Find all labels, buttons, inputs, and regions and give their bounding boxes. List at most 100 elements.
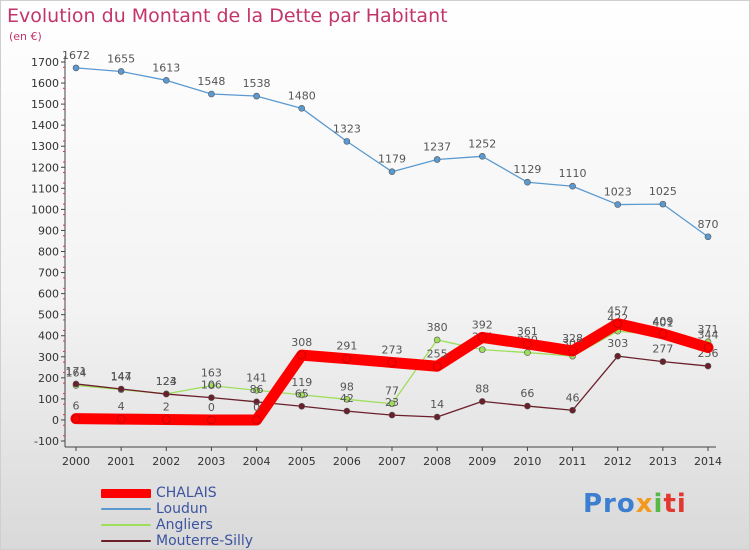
legend-item: Angliers [101, 517, 401, 533]
legend-label: Mouterre-Silly [156, 533, 254, 549]
data-point [433, 156, 441, 163]
data-label: 344 [698, 329, 719, 342]
data-point [298, 402, 306, 410]
data-point [659, 358, 667, 365]
data-point [433, 336, 441, 344]
x-tick-label: 2005 [288, 455, 316, 468]
data-point [343, 138, 351, 145]
data-label: 119 [291, 376, 312, 389]
data-point [72, 64, 80, 72]
data-point [524, 178, 531, 186]
data-label: 308 [291, 336, 312, 349]
data-label: 1179 [378, 153, 406, 166]
data-point [253, 398, 260, 406]
data-point [161, 415, 171, 424]
data-label: 65 [295, 387, 309, 400]
y-tick-label: 1300 [31, 140, 59, 153]
data-label: 1548 [197, 75, 225, 88]
data-label: 171 [66, 365, 87, 378]
data-label: 124 [156, 375, 177, 388]
data-point [162, 390, 170, 398]
data-label: 164 [66, 366, 87, 379]
data-label: 0 [208, 401, 215, 414]
x-tick-label: 2003 [197, 455, 225, 468]
data-point [116, 414, 126, 424]
chart-title: Evolution du Montant de la Dette par Hab… [7, 5, 448, 27]
data-label: 0 [253, 401, 260, 414]
data-point [477, 333, 487, 342]
x-tick-label: 2012 [604, 455, 632, 468]
chart-legend: CHALAIS Loudun Angliers Mouterre-Silly [101, 485, 401, 549]
legend-swatch [101, 489, 151, 498]
data-point [387, 358, 397, 367]
data-label: 163 [201, 367, 222, 380]
data-label: 6 [73, 400, 80, 413]
data-label: 46 [566, 391, 580, 404]
data-label: 1237 [423, 140, 451, 153]
legend-label: CHALAIS [156, 485, 217, 501]
y-tick-label: 1100 [31, 182, 59, 195]
x-tick-label: 2008 [423, 455, 451, 468]
data-label: 1538 [243, 77, 271, 90]
data-label: 23 [385, 396, 399, 409]
logo-part: x [635, 489, 654, 519]
data-label: 401 [652, 317, 673, 330]
legend-swatch [101, 508, 151, 510]
data-label: 277 [652, 343, 673, 356]
data-label: 144 [111, 371, 132, 384]
data-point [72, 380, 80, 388]
legend-label: Loudun [156, 501, 208, 517]
data-label: 66 [520, 387, 534, 400]
y-tick-label: 1000 [31, 203, 59, 216]
logo-part: ti [663, 489, 687, 519]
data-point [613, 319, 623, 329]
y-tick-label: 1200 [31, 161, 59, 174]
data-label: 380 [427, 321, 448, 334]
x-tick-label: 2001 [107, 455, 135, 468]
data-label: 1672 [62, 49, 90, 62]
x-tick-label: 2004 [243, 455, 271, 468]
data-label: 328 [562, 332, 583, 345]
legend-item: CHALAIS [101, 485, 401, 501]
data-point [704, 362, 712, 370]
data-label: 147 [111, 370, 132, 383]
data-point [478, 346, 486, 353]
data-point [433, 413, 441, 421]
data-point [207, 415, 216, 425]
y-tick-label: 100 [38, 393, 59, 406]
data-point [117, 68, 125, 75]
x-tick-label: 2009 [468, 455, 496, 468]
x-tick-label: 2013 [649, 455, 677, 468]
logo-part: i [653, 489, 664, 519]
data-label: 870 [698, 218, 719, 231]
data-point [614, 201, 622, 208]
y-tick-label: 600 [38, 288, 59, 301]
y-tick-label: 300 [38, 351, 59, 364]
data-label: 88 [475, 382, 489, 395]
data-point [343, 396, 351, 403]
legend-item: Loudun [101, 501, 401, 517]
data-point [704, 233, 712, 241]
data-label: 291 [336, 340, 357, 353]
data-label: 2 [163, 401, 170, 414]
data-point [71, 414, 81, 423]
data-point [659, 200, 667, 208]
data-label: 457 [607, 305, 628, 318]
data-label: 371 [698, 323, 719, 336]
x-tick-label: 2002 [152, 455, 180, 468]
data-label: 77 [385, 385, 399, 398]
y-tick-label: 700 [38, 267, 59, 280]
data-point [342, 354, 352, 363]
data-point [117, 385, 125, 393]
data-label: 255 [427, 347, 448, 360]
logo-part: Pro [583, 489, 636, 519]
y-tick-label: 1400 [31, 119, 59, 132]
y-tick-label: 1500 [31, 98, 59, 111]
data-label: 1023 [604, 186, 632, 199]
x-tick-label: 2007 [378, 455, 406, 468]
x-tick-label: 2000 [62, 455, 90, 468]
data-label: 1613 [152, 61, 180, 74]
data-label: 42 [340, 392, 354, 405]
data-point [298, 391, 306, 399]
